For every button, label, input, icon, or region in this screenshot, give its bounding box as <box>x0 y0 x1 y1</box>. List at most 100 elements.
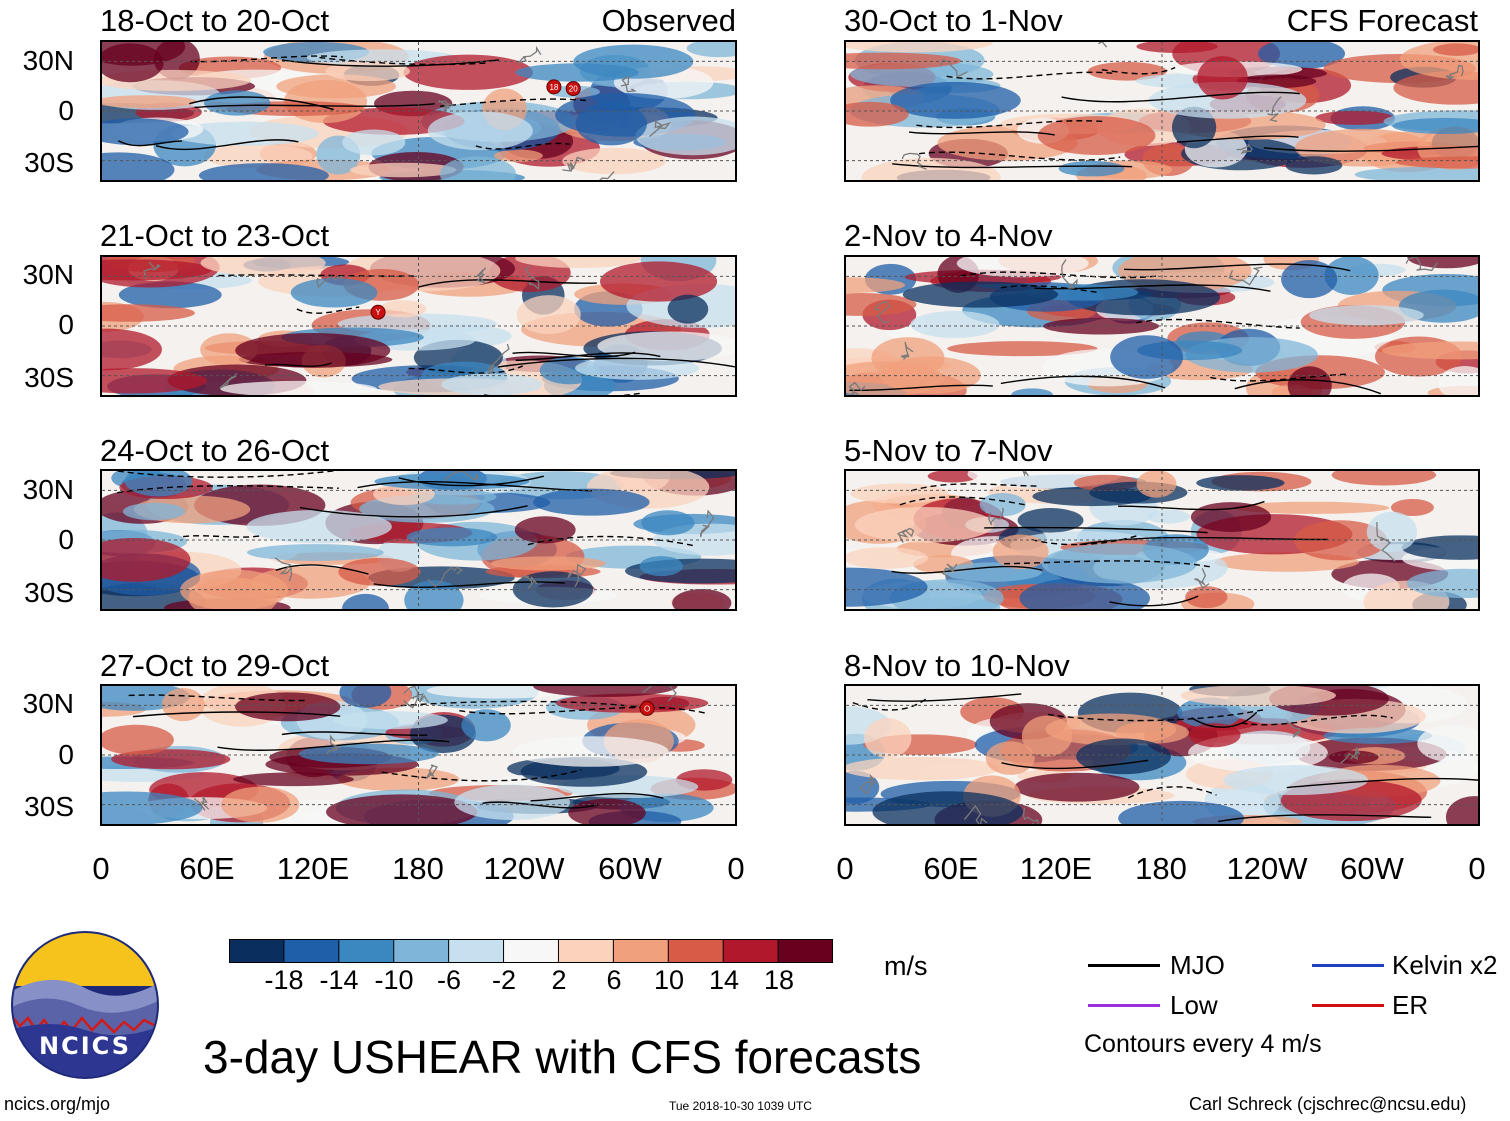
shear-anomaly <box>203 90 271 116</box>
lat-label-30n: 30N <box>22 45 74 76</box>
shear-field <box>846 686 1478 824</box>
coastline <box>901 152 927 170</box>
shear-anomaly <box>846 52 962 70</box>
mjo-contour <box>1031 535 1137 546</box>
mjo-contour <box>867 693 1022 702</box>
shear-anomaly <box>235 692 341 722</box>
shear-anomaly <box>118 281 222 309</box>
shear-anomaly <box>102 95 197 109</box>
mjo-contour <box>482 801 599 809</box>
shear-anomaly <box>864 718 912 759</box>
mjo-contour <box>275 564 369 575</box>
panel-title-left-2: 21-Oct to 23-Oct <box>100 218 330 253</box>
shear-anomaly <box>1148 81 1307 119</box>
shear-anomaly <box>910 310 1000 338</box>
coastline <box>1236 143 1253 155</box>
colorbar-bin <box>503 939 559 963</box>
mjo-contour <box>117 485 339 494</box>
shear-anomaly <box>326 794 478 824</box>
mjo-contour <box>515 352 661 361</box>
coastline <box>425 764 438 779</box>
map-panel-right-3 <box>844 469 1480 611</box>
coastline <box>427 566 463 588</box>
shear-field <box>846 42 1478 180</box>
mjo-contour <box>194 103 435 109</box>
mjo-contour <box>1210 373 1347 382</box>
shear-anomaly <box>872 791 1023 824</box>
shear-anomaly <box>1110 335 1184 379</box>
logo-icon <box>11 931 159 1079</box>
shear-anomaly <box>403 54 533 90</box>
coastline <box>1267 96 1282 122</box>
lon-label: 0 <box>92 851 110 886</box>
shear-anomaly <box>493 149 543 163</box>
mjo-contour <box>1061 91 1300 103</box>
shear-anomaly <box>1087 61 1167 81</box>
shear-anomaly <box>200 257 326 276</box>
shear-anomaly <box>102 304 195 322</box>
coastline <box>941 563 958 579</box>
shear-anomaly <box>1437 366 1478 395</box>
shear-anomaly <box>641 510 695 536</box>
shear-anomaly <box>1309 305 1424 326</box>
coastline <box>858 774 877 795</box>
mjo-contour <box>1047 708 1266 722</box>
coastline <box>316 275 343 289</box>
footer-author[interactable]: Carl Schreck (cjschrec@ncsu.edu) <box>1189 1094 1467 1114</box>
lon-label: 120W <box>483 851 565 886</box>
shear-anomaly <box>1433 43 1478 56</box>
coastline <box>325 734 342 756</box>
map-panel-right-1 <box>844 40 1480 182</box>
logo-text: NCICS <box>39 1032 131 1060</box>
shear-anomaly <box>533 686 678 697</box>
shear-field: Y <box>102 257 735 395</box>
shear-anomaly <box>374 473 530 490</box>
coastline <box>487 343 510 375</box>
shear-anomaly <box>846 567 928 607</box>
shear-anomaly <box>573 44 694 79</box>
lat-label-30s: 30S <box>24 362 74 393</box>
legend-line-kelvin <box>1312 964 1384 967</box>
colorbar-tick: 10 <box>653 965 685 995</box>
mjo-contour <box>1286 777 1478 789</box>
shear-anomaly <box>1017 508 1084 533</box>
colorbar <box>229 939 834 963</box>
lon-label: 180 <box>1135 851 1187 886</box>
shear-anomaly <box>639 556 684 577</box>
colorbar-bin <box>723 939 779 963</box>
storm-marker-label: 20 <box>569 85 578 94</box>
footer-url[interactable]: ncics.org/mjo <box>4 1094 111 1114</box>
lon-label: 0 <box>727 851 745 886</box>
coastline <box>443 471 479 482</box>
coastline <box>1228 266 1263 286</box>
lon-label: 120E <box>276 851 350 886</box>
shear-anomaly <box>1190 502 1272 532</box>
lat-label-30n: 30N <box>22 474 74 505</box>
mjo-contour <box>296 306 360 314</box>
mjo-contour <box>1234 379 1382 395</box>
shear-anomaly <box>1118 800 1245 824</box>
shear-anomaly <box>220 380 377 395</box>
shear-anomaly <box>515 257 642 268</box>
panel-title-left-3: 24-Oct to 26-Oct <box>100 433 330 468</box>
coastline <box>517 45 542 64</box>
shear-anomaly <box>349 162 457 178</box>
storm-marker: 20 <box>565 81 581 97</box>
panel-title-right-2: 2-Nov to 4-Nov <box>844 218 1053 253</box>
shear-anomaly <box>575 356 700 380</box>
mjo-contour <box>408 365 524 374</box>
mjo-contour <box>1127 786 1217 799</box>
coastline <box>1061 259 1078 289</box>
mjo-contour <box>891 565 1043 574</box>
mjo-contour <box>527 535 697 547</box>
shear-anomaly <box>102 43 164 83</box>
shear-anomaly <box>1058 160 1125 177</box>
colorbar-bin <box>613 939 669 963</box>
mjo-contour <box>189 96 334 111</box>
shear-anomaly <box>555 693 709 713</box>
shear-anomaly <box>427 111 533 151</box>
lat-label-eq: 0 <box>58 524 74 555</box>
lat-label-30s: 30S <box>24 791 74 822</box>
mjo-contour <box>1218 814 1432 823</box>
storm-marker-label: Y <box>375 308 381 317</box>
